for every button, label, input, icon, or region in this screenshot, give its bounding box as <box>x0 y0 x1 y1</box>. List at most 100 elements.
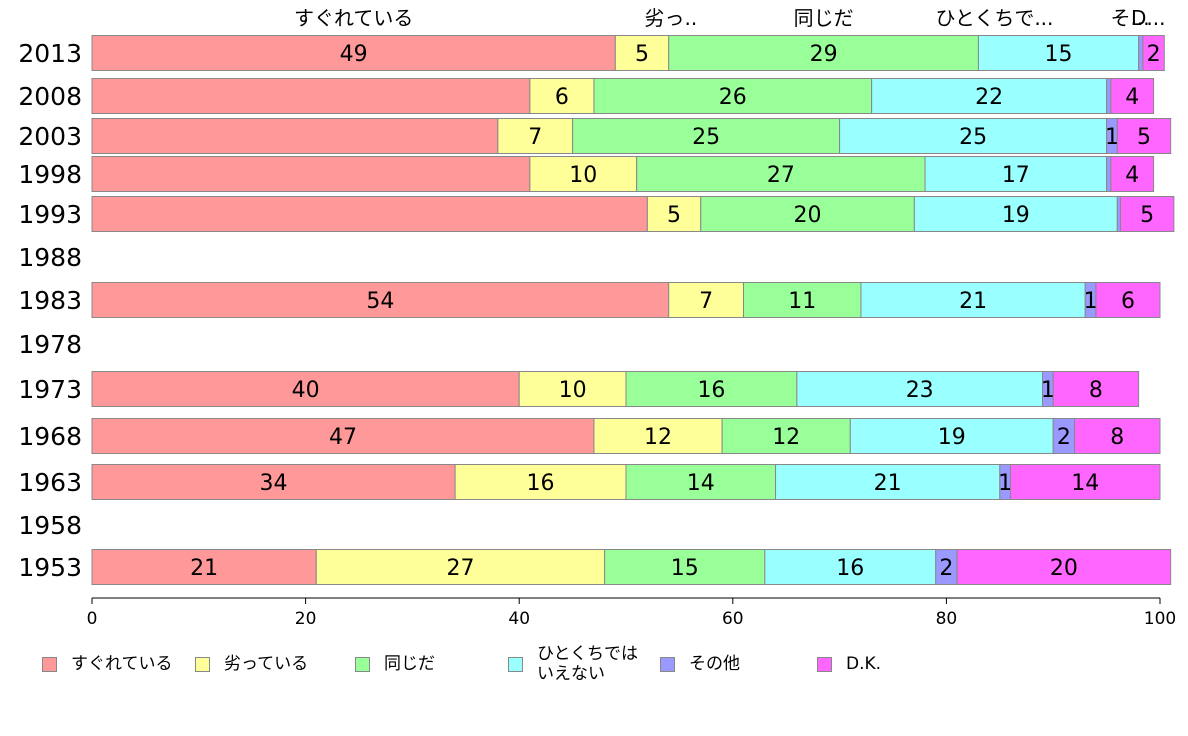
category-label: 1963 <box>18 468 82 497</box>
data-label: 12 <box>644 425 672 450</box>
data-label: 26 <box>719 85 747 110</box>
bar-segment <box>1095 282 1161 318</box>
bar-segment <box>614 35 670 71</box>
data-label: 22 <box>975 85 1003 110</box>
data-label: 11 <box>788 289 816 314</box>
bar-segment <box>721 418 851 454</box>
legend-item: すぐれている <box>42 654 173 674</box>
legend-swatch <box>817 656 832 672</box>
legend: すぐれている 劣っている 同じだ ひとくちでは いえない その他 D.K. <box>0 640 1188 700</box>
bar-segment <box>529 156 638 192</box>
legend-label: ひとくちでは いえない <box>537 644 638 684</box>
bar-segment <box>91 35 616 71</box>
x-tick-label: 100 <box>1144 609 1176 629</box>
bar-segment <box>1106 156 1112 192</box>
legend-label: すぐれている <box>71 654 173 674</box>
legend-item: 同じだ <box>355 654 435 674</box>
category-label: 2013 <box>18 39 82 68</box>
legend-swatch <box>508 656 523 672</box>
data-label: 5 <box>667 203 681 228</box>
data-label: 8 <box>1089 378 1103 403</box>
data-label: 14 <box>1071 471 1099 496</box>
legend-swatch <box>42 656 57 672</box>
data-label: 16 <box>527 471 555 496</box>
data-label: 21 <box>874 471 902 496</box>
data-label: 20 <box>794 203 822 228</box>
data-label: 49 <box>340 42 368 67</box>
data-label: 27 <box>446 556 474 581</box>
data-label: 21 <box>959 289 987 314</box>
bar-segment <box>1009 464 1161 500</box>
bar-segment <box>529 78 595 114</box>
data-label: 23 <box>906 378 934 403</box>
category-label: 1978 <box>18 330 82 359</box>
bar-segment <box>454 464 627 500</box>
legend-swatch <box>660 656 675 672</box>
bar-segment <box>593 78 873 114</box>
bar-segment <box>91 418 595 454</box>
data-label: 4 <box>1125 163 1139 188</box>
bar-segment <box>91 464 456 500</box>
legend-item: 劣っている <box>195 654 308 674</box>
category-label: 1973 <box>18 375 82 404</box>
data-label: 6 <box>555 85 569 110</box>
bar-segment <box>839 118 1108 154</box>
series-top-label: 同じだ <box>794 6 854 30</box>
category-label: 2003 <box>18 122 82 151</box>
data-label: 21 <box>190 556 218 581</box>
data-label: 4 <box>1125 85 1139 110</box>
data-label: 7 <box>699 289 713 314</box>
data-label: 5 <box>1137 125 1151 150</box>
series-top-label: ひとくちで... <box>936 6 1054 30</box>
data-label: 10 <box>569 163 597 188</box>
legend-item: ひとくちでは いえない <box>508 644 638 684</box>
data-label: 1 <box>1084 289 1098 314</box>
data-label: 1 <box>1105 125 1119 150</box>
bar-segment <box>625 464 777 500</box>
legend-label: その他 <box>689 654 740 674</box>
x-tick-label: 20 <box>295 609 317 629</box>
series-top-label: D... <box>1131 6 1165 30</box>
x-tick-label: 0 <box>87 609 98 629</box>
legend-label: D.K. <box>846 654 882 674</box>
bar-segment <box>913 196 1118 232</box>
data-label: 54 <box>366 289 394 314</box>
bar-segment <box>668 35 979 71</box>
data-label: 5 <box>635 42 649 67</box>
x-tick-label: 60 <box>722 609 744 629</box>
data-label: 1 <box>1041 378 1055 403</box>
legend-swatch <box>195 656 210 672</box>
category-label: 1988 <box>18 243 82 272</box>
legend-swatch <box>355 656 370 672</box>
bar-segment <box>860 282 1086 318</box>
bar-segment <box>497 118 574 154</box>
data-label: 19 <box>938 425 966 450</box>
data-label: 29 <box>810 42 838 67</box>
data-label: 25 <box>959 125 987 150</box>
data-label: 16 <box>697 378 725 403</box>
category-label: 1993 <box>18 200 82 229</box>
category-label: 1968 <box>18 422 82 451</box>
data-label: 25 <box>692 125 720 150</box>
data-label: 47 <box>329 425 357 450</box>
legend-label: 同じだ <box>384 654 435 674</box>
data-label: 12 <box>772 425 800 450</box>
series-top-label: そ... <box>1111 6 1150 30</box>
bar-segment <box>849 418 1054 454</box>
bar-segment <box>91 282 670 318</box>
bar-segment <box>572 118 841 154</box>
bar-segment <box>91 78 531 114</box>
data-label: 34 <box>260 471 288 496</box>
data-label: 1 <box>998 471 1012 496</box>
data-label: 2 <box>1057 425 1071 450</box>
data-label: 19 <box>1002 203 1030 228</box>
bar-segment <box>91 156 531 192</box>
bar-segment <box>518 371 627 407</box>
x-tick-label: 80 <box>936 609 958 629</box>
bar-segment <box>91 196 648 232</box>
bar-segment <box>636 156 926 192</box>
data-label: 2 <box>1147 42 1161 67</box>
category-label: 1998 <box>18 160 82 189</box>
category-label: 1958 <box>18 511 82 540</box>
bar-segment <box>91 118 499 154</box>
